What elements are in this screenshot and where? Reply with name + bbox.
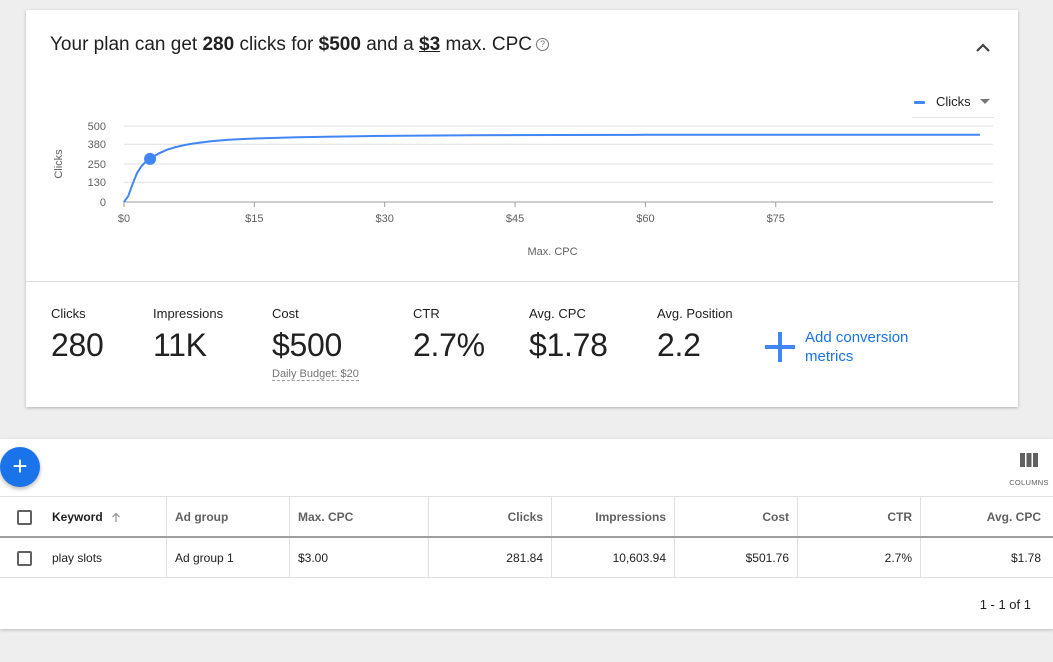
x-tick-label: $60: [636, 213, 654, 225]
cell-ad-group[interactable]: Ad group 1: [166, 538, 289, 577]
metric-cost: Cost $500 Daily Budget: $20: [272, 306, 359, 381]
cell-clicks: 281.84: [428, 538, 551, 577]
header-cost[interactable]: Cost: [674, 497, 797, 536]
cell-keyword[interactable]: play slots: [52, 550, 103, 565]
metric-ctr: CTR 2.7%: [413, 306, 485, 363]
chevron-up-icon[interactable]: [974, 40, 992, 54]
cell-avg-cpc: $1.78: [920, 538, 1053, 577]
selected-point: [144, 152, 157, 165]
plus-icon: [765, 332, 795, 362]
cell-ctr: 2.7%: [797, 538, 920, 577]
table-row: play slots Ad group 1 $3.00 281.84 10,60…: [0, 538, 1053, 578]
metric-avg-position: Avg. Position 2.2: [657, 306, 733, 363]
x-tick-label: $15: [245, 213, 263, 225]
chart-metric-selector[interactable]: Clicks: [912, 94, 994, 118]
header-max-cpc[interactable]: Max. CPC: [289, 497, 428, 536]
metric-impressions: Impressions 11K: [153, 306, 224, 363]
columns-label: COLUMNS: [1009, 478, 1049, 487]
header-keyword[interactable]: Keyword: [44, 497, 166, 536]
help-circle-icon[interactable]: ?: [536, 38, 550, 51]
columns-icon: [1020, 453, 1038, 467]
header-ad-group[interactable]: Ad group: [166, 497, 289, 536]
x-tick-label: $45: [506, 213, 524, 225]
y-tick-label: 380: [88, 139, 106, 151]
header-impressions[interactable]: Impressions: [551, 497, 674, 536]
x-tick-label: $75: [767, 213, 785, 225]
metric-clicks: Clicks 280: [51, 306, 104, 363]
clicks-series-line: [123, 133, 980, 203]
x-tick-label: $0: [118, 213, 130, 225]
row-checkbox[interactable]: [17, 551, 32, 566]
y-tick-label: 0: [100, 197, 106, 209]
plus-icon: +: [12, 451, 28, 481]
x-tick-label: $30: [376, 213, 394, 225]
legend-label: Clicks: [936, 94, 971, 109]
table-header-row: Keyword Ad group Max. CPC Clicks Impress…: [0, 496, 1053, 538]
metric-avg-cpc: Avg. CPC $1.78: [529, 306, 608, 363]
plan-summary-card: Your plan can get 280 clicks for $500 an…: [26, 10, 1018, 407]
y-tick-label: 130: [88, 177, 106, 189]
columns-button[interactable]: COLUMNS: [1004, 451, 1053, 487]
headline-max-cpc[interactable]: $3: [419, 34, 441, 55]
header-clicks[interactable]: Clicks: [428, 497, 551, 536]
header-avg-cpc[interactable]: Avg. CPC: [920, 497, 1053, 536]
y-tick-label: 250: [88, 159, 106, 171]
headline-budget[interactable]: $500: [318, 34, 361, 55]
pagination-text: 1 - 1 of 1: [979, 597, 1031, 612]
arrow-up-icon: [111, 512, 120, 522]
y-axis-label: Clicks: [53, 149, 65, 179]
plan-headline: Your plan can get 280 clicks for $500 an…: [50, 34, 550, 56]
daily-budget-link[interactable]: Daily Budget: $20: [272, 368, 359, 381]
cell-impressions: 10,603.94: [551, 538, 674, 577]
cell-cost: $501.76: [674, 538, 797, 577]
legend-swatch: [914, 101, 925, 104]
section-divider: [26, 281, 1018, 282]
add-keyword-button[interactable]: +: [0, 447, 40, 487]
add-conversion-metrics-button[interactable]: Add conversion metrics: [765, 328, 945, 368]
select-all-checkbox[interactable]: [17, 510, 32, 525]
cell-max-cpc[interactable]: $3.00: [289, 538, 428, 577]
y-tick-label: 500: [88, 121, 106, 133]
header-ctr[interactable]: CTR: [797, 497, 920, 536]
x-axis-label: Max. CPC: [527, 246, 577, 258]
caret-down-icon: [980, 99, 990, 104]
keyword-table-card: + COLUMNS Keyword Ad group Max. CPC Clic…: [0, 439, 1053, 629]
clicks-vs-max-cpc-chart: 0 130 250 380 500 $0 $15 $30 $45 $60 $75 Clicks Max.…: [53, 121, 993, 258]
headline-clicks: 280: [202, 34, 235, 55]
